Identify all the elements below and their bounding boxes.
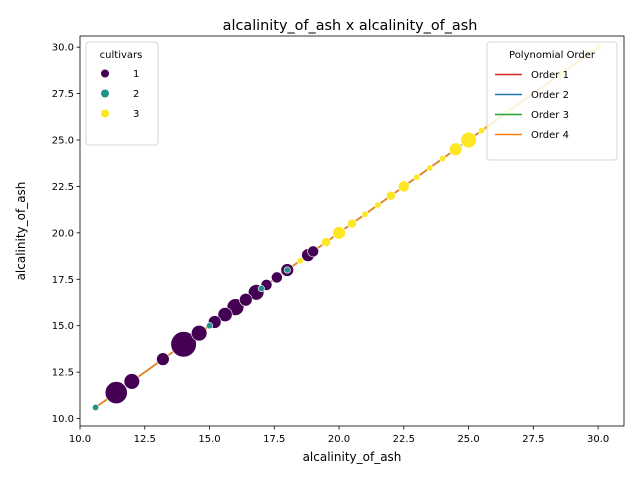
x-tick-label: 20.0 — [328, 434, 350, 445]
point-cultivar-1 — [156, 352, 170, 366]
point-cultivar-3 — [426, 164, 434, 172]
plot-frame — [79, 35, 625, 427]
point-cultivar-1 — [217, 307, 233, 323]
y-tick-label: 30.0 — [52, 43, 74, 54]
point-cultivar-3 — [448, 142, 463, 156]
polynomial-order-legend-entries: Order 1 Order 2 Order 3 Order 4 — [495, 70, 569, 141]
y-tick-label: 10.0 — [52, 414, 74, 425]
x-tick-label: 22.5 — [393, 434, 415, 445]
x-tick-label: 27.5 — [522, 434, 544, 445]
y-tick-label: 15.0 — [52, 321, 74, 332]
point-cultivar-3 — [397, 180, 410, 193]
x-axis: 10.0 12.5 15.0 17.5 20.0 22.5 25.0 27.5 30.0 — [69, 426, 609, 445]
point-cultivar-3 — [386, 190, 396, 201]
point-cultivar-3 — [374, 201, 382, 209]
point-cultivar-1 — [307, 245, 319, 258]
cultivars-legend-marker — [101, 69, 109, 78]
x-tick-label: 30.0 — [587, 434, 609, 445]
point-cultivar-3 — [361, 210, 369, 218]
polynomial-order-legend-box — [486, 41, 618, 161]
point-cultivar-2 — [283, 266, 291, 274]
point-cultivar-1 — [123, 373, 140, 390]
cultivars-legend: cultivars 1 2 3 — [85, 41, 159, 146]
y-tick-label: 25.0 — [52, 136, 74, 147]
cultivars-legend-box — [85, 41, 159, 146]
point-cultivar-1 — [239, 293, 253, 307]
y-tick-label: 22.5 — [52, 182, 74, 193]
point-cultivar-3 — [347, 218, 357, 229]
x-tick-label: 12.5 — [134, 434, 156, 445]
y-axis: 10.0 12.5 15.0 17.5 20.0 22.5 25.0 27.5 30.0 — [52, 43, 80, 425]
y-tick-label: 20.0 — [52, 228, 74, 239]
x-axis-label: alcalinity_of_ash — [303, 450, 402, 464]
point-cultivar-1 — [191, 325, 208, 342]
cultivars-legend-label: 2 — [133, 89, 139, 100]
x-tick-label: 25.0 — [457, 434, 479, 445]
point-cultivar-1 — [104, 381, 128, 404]
point-cultivar-3 — [439, 155, 447, 163]
y-axis-label: alcalinity_of_ash — [14, 182, 28, 281]
polynomial-order-legend-label: Order 3 — [531, 110, 569, 121]
y-tick-label: 17.5 — [52, 275, 74, 286]
cultivars-legend-title: cultivars — [100, 50, 143, 61]
y-tick-label: 12.5 — [52, 368, 74, 379]
point-cultivar-3 — [460, 131, 477, 149]
polynomial-order-legend-label: Order 4 — [531, 130, 569, 141]
point-cultivar-2 — [92, 403, 100, 411]
cultivars-legend-marker — [101, 109, 109, 118]
point-cultivar-3 — [332, 226, 346, 240]
point-cultivar-3 — [413, 173, 421, 181]
x-tick-label: 10.0 — [69, 434, 91, 445]
point-cultivar-3 — [296, 257, 304, 265]
x-tick-label: 17.5 — [263, 434, 285, 445]
cultivars-legend-label: 3 — [133, 109, 139, 120]
cultivars-legend-label: 1 — [133, 69, 139, 80]
polynomial-order-legend-label: Order 1 — [531, 70, 569, 81]
point-cultivar-3 — [478, 127, 486, 135]
polynomial-order-legend-title: Polynomial Order — [509, 50, 596, 61]
point-cultivar-2 — [257, 285, 265, 293]
y-tick-label: 27.5 — [52, 89, 74, 100]
x-tick-label: 15.0 — [198, 434, 220, 445]
point-cultivar-1 — [170, 331, 197, 358]
point-cultivar-1 — [271, 271, 283, 284]
polynomial-order-legend-label: Order 2 — [531, 90, 569, 101]
chart-title: alcalinity_of_ash x alcalinity_of_ash — [223, 18, 478, 34]
point-cultivar-3 — [321, 237, 331, 247]
cultivars-legend-entries: 1 2 3 — [101, 69, 139, 120]
point-cultivar-2 — [206, 322, 214, 330]
cultivars-legend-marker — [101, 89, 109, 98]
